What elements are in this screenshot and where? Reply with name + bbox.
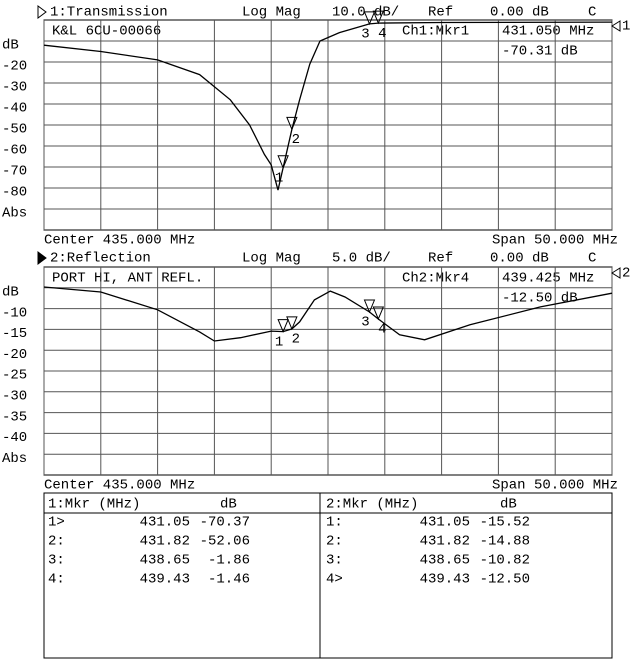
marker (286, 116, 298, 131)
table-header: 1:Mkr (MHz) (48, 497, 140, 513)
table-cell: -15.52 (480, 515, 530, 531)
table-cell: 439.43 (140, 572, 190, 588)
subtitle: K&L 6CU-00066 (52, 24, 161, 40)
marker-label: 4 (378, 26, 386, 42)
table-cell: -1.86 (208, 553, 250, 569)
y-tick-label: -40 (2, 430, 27, 446)
y-tick-label: -40 (2, 101, 27, 117)
marker-label: 3 (361, 27, 369, 43)
table-cell: -1.46 (208, 572, 250, 588)
subtitle: PORT HI, ANT REFL. (52, 271, 203, 287)
flag: C (588, 251, 596, 267)
table-cell: 3: (48, 553, 65, 569)
marker-label: 4 (378, 322, 386, 338)
table-cell: 2: (48, 534, 65, 550)
readout-freq: 431.050 MHz (502, 24, 594, 40)
table-cell: 438.65 (140, 553, 190, 569)
x-right-label: Span 50.000 MHz (492, 478, 618, 494)
table-cell: 431.82 (420, 534, 470, 550)
marker (277, 155, 289, 170)
channel-title: 1:Transmission (50, 5, 168, 21)
table-header: dB (220, 497, 237, 513)
marker (277, 319, 289, 333)
y-tick-label: -30 (2, 389, 27, 405)
y-tick-label: -80 (2, 185, 27, 201)
y-tick-label: -20 (2, 347, 27, 363)
ref-marker-arrow (611, 267, 621, 279)
table-cell: 1: (326, 515, 343, 531)
table-cell: 431.82 (140, 534, 190, 550)
table-header: dB (500, 497, 517, 513)
table-cell: 439.43 (420, 572, 470, 588)
marker-label: 2 (292, 132, 300, 148)
marker (372, 306, 385, 321)
ref-marker: 2 (622, 266, 630, 282)
table-cell: -10.82 (480, 553, 530, 569)
x-right-label: Span 50.000 MHz (492, 233, 618, 249)
y-tick-label: -10 (2, 305, 27, 321)
table-header: 2:Mkr (MHz) (326, 497, 418, 513)
table-cell: -12.50 (480, 572, 530, 588)
format: Log Mag (242, 251, 301, 267)
table-cell: 2: (326, 534, 343, 550)
x-left-label: Center 435.000 MHz (44, 233, 195, 249)
y-tick-label: dB (2, 285, 19, 301)
table-cell: -14.88 (480, 534, 530, 550)
y-tick-label: -60 (2, 143, 27, 159)
marker-label: 1 (275, 170, 283, 186)
table-cell: 1> (48, 515, 65, 531)
table-cell: 4: (48, 572, 65, 588)
marker-label: 3 (361, 315, 369, 331)
table-cell: -70.37 (200, 515, 250, 531)
trace (43, 286, 613, 342)
y-tick-label: -20 (2, 59, 27, 75)
channel-indicator-active (37, 251, 47, 265)
scale: 5.0 dB/ (332, 251, 391, 267)
marker (286, 316, 298, 331)
y-tick-label: Abs (2, 206, 27, 222)
table-cell: 438.65 (420, 553, 470, 569)
table-cell: 4> (326, 572, 343, 588)
channel-indicator (37, 5, 47, 19)
y-tick-label: -30 (2, 80, 27, 96)
ref-value: 0.00 dB (490, 5, 549, 21)
format: Log Mag (242, 5, 301, 21)
table-cell: 431.05 (420, 515, 470, 531)
ref-marker-arrow (611, 20, 621, 32)
y-tick-label: dB (2, 38, 19, 54)
scale: 10.0 dB/ (332, 5, 399, 21)
y-tick-label: Abs (2, 451, 27, 467)
y-tick-label: -15 (2, 326, 27, 342)
marker (363, 11, 376, 26)
readout-label: Ch1:Mkr1 (402, 24, 469, 40)
readout-freq: 439.425 MHz (502, 271, 594, 287)
y-tick-label: -50 (2, 122, 27, 138)
marker-label: 2 (292, 332, 300, 348)
table-cell: 3: (326, 553, 343, 569)
ref-label: Ref (428, 5, 453, 21)
ref-label: Ref (428, 251, 453, 267)
marker (363, 299, 376, 314)
marker-table-frame (43, 492, 613, 659)
marker-label: 1 (275, 334, 283, 350)
y-tick-label: -70 (2, 164, 27, 180)
marker (372, 10, 385, 25)
readout-value: -12.50 dB (502, 291, 578, 307)
flag: C (588, 5, 596, 21)
ref-value: 0.00 dB (490, 251, 549, 267)
readout-label: Ch2:Mkr4 (402, 271, 469, 287)
x-left-label: Center 435.000 MHz (44, 478, 195, 494)
table-cell: -52.06 (200, 534, 250, 550)
readout-value: -70.31 dB (502, 44, 578, 60)
channel-title: 2:Reflection (50, 251, 151, 267)
ref-marker: 1 (622, 19, 630, 35)
y-tick-label: -25 (2, 368, 27, 384)
table-cell: 431.05 (140, 515, 190, 531)
y-tick-label: -35 (2, 409, 27, 425)
